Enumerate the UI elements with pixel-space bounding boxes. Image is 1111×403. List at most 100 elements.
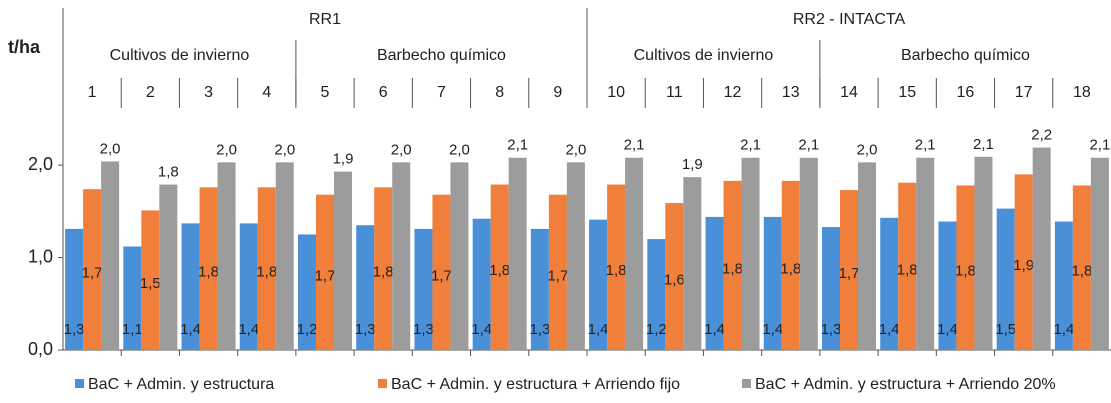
value-label: 1,2	[297, 321, 318, 338]
bar	[508, 157, 527, 350]
value-label: 2,0	[274, 141, 295, 158]
value-label: 1,8	[1071, 263, 1092, 280]
value-label: 1,4	[238, 321, 259, 338]
category-label: 5	[321, 84, 330, 101]
category-label: 8	[495, 84, 504, 101]
value-label: 1,7	[82, 265, 103, 282]
category-label: 10	[607, 84, 625, 101]
value-label: 1,7	[839, 265, 860, 282]
bar	[334, 171, 352, 350]
category-label: 17	[1015, 84, 1033, 101]
value-label: 1,4	[1053, 321, 1074, 338]
category-label: 12	[724, 84, 742, 101]
legend-label: BaC + Admin. y estructura + Arriendo fij…	[391, 376, 680, 393]
value-label: 1,9	[1013, 257, 1034, 274]
value-label: 1,9	[333, 151, 354, 168]
bar	[822, 227, 840, 350]
value-label: 1,5	[995, 321, 1016, 338]
legend-swatch	[378, 379, 387, 388]
category-label: 9	[553, 84, 562, 101]
value-label: 2,0	[216, 141, 237, 158]
value-label: 1,8	[256, 264, 277, 281]
bar	[647, 239, 666, 350]
bar	[472, 218, 491, 350]
value-label: 2,1	[740, 137, 761, 154]
bar	[199, 187, 218, 350]
bar	[374, 187, 393, 350]
value-label: 2,1	[1089, 137, 1110, 154]
bar	[566, 162, 585, 350]
bar	[763, 216, 782, 350]
bar	[316, 194, 334, 350]
subgroup-label: Barbecho químico	[377, 47, 506, 64]
y-tick-label: 1,0	[28, 246, 53, 266]
legend-label: BaC + Admin. y estructura + Arriendo 20%	[755, 376, 1056, 393]
value-label: 2,1	[798, 137, 819, 154]
value-label: 1,9	[682, 156, 703, 173]
category-label: 1	[88, 84, 97, 101]
category-label: 13	[782, 84, 800, 101]
category-label: 7	[437, 84, 446, 101]
bar	[974, 156, 993, 350]
value-label: 1,3	[64, 321, 85, 338]
bar	[414, 228, 433, 350]
value-label: 2,1	[973, 136, 994, 153]
bar	[705, 216, 724, 350]
value-label: 1,2	[646, 321, 667, 338]
value-label: 1,8	[158, 164, 179, 181]
value-label: 2,0	[857, 141, 878, 158]
value-label: 1,6	[664, 271, 685, 288]
subgroup-label: Barbecho químico	[901, 47, 1030, 64]
bar	[858, 162, 876, 350]
bar	[683, 177, 702, 350]
bar	[275, 162, 294, 350]
value-label: 1,3	[821, 321, 842, 338]
bar	[298, 234, 316, 350]
bar	[781, 180, 800, 350]
bar	[956, 185, 975, 350]
bar	[239, 223, 258, 350]
bar	[548, 194, 567, 350]
bar	[938, 221, 957, 350]
value-label: 1,8	[897, 261, 918, 278]
bar	[607, 184, 626, 350]
legend-swatch	[75, 379, 84, 388]
category-label: 3	[204, 84, 213, 101]
bar	[101, 161, 120, 350]
category-label: 18	[1073, 84, 1091, 101]
value-label: 1,8	[780, 260, 801, 277]
subgroup-label: Cultivos de invierno	[110, 47, 250, 64]
group-label: RR1	[309, 11, 341, 28]
bar	[83, 189, 102, 350]
value-label: 1,4	[879, 321, 900, 338]
value-label: 1,4	[937, 321, 958, 338]
bar	[741, 157, 760, 350]
bar	[392, 162, 411, 350]
value-label: 1,3	[413, 321, 434, 338]
value-label: 2,1	[915, 137, 936, 154]
bar	[898, 182, 917, 350]
bar	[141, 210, 160, 350]
y-axis-label: t/ha	[8, 37, 41, 57]
value-label: 1,8	[198, 264, 219, 281]
y-tick-label: 0,0	[28, 339, 53, 359]
category-label: 11	[666, 84, 683, 101]
value-label: 1,4	[588, 321, 609, 338]
category-label: 16	[957, 84, 975, 101]
bar	[1054, 221, 1073, 350]
bar	[840, 190, 858, 350]
bar	[880, 217, 899, 350]
bar	[65, 228, 84, 350]
value-label: 1,8	[489, 262, 510, 279]
bar	[723, 180, 742, 350]
bar	[450, 162, 469, 350]
bar	[490, 184, 509, 350]
value-label: 1,7	[315, 267, 336, 284]
bar	[625, 157, 644, 350]
value-label: 1,4	[180, 321, 201, 338]
value-label: 1,3	[529, 321, 550, 338]
bar	[589, 219, 608, 350]
value-label: 2,0	[565, 141, 586, 158]
value-label: 1,8	[606, 262, 627, 279]
